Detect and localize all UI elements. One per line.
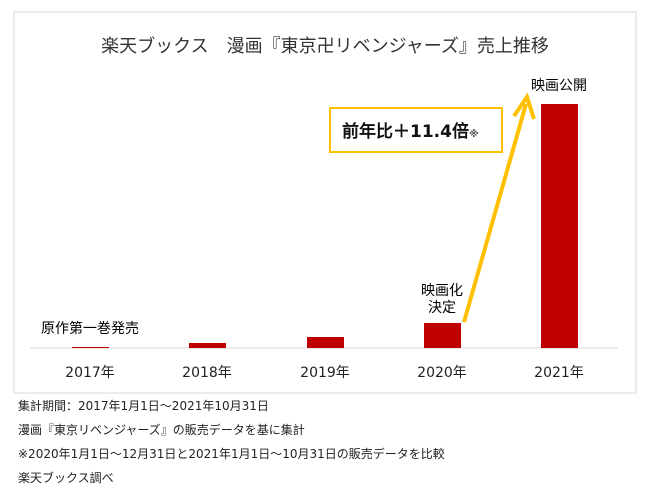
chart-title: 楽天ブックス 漫画『東京卍リベンジャーズ』売上推移	[101, 35, 549, 57]
note-source: 楽天ブックス調べ	[18, 471, 114, 485]
callout-text: 前年比＋11.4倍※	[342, 121, 479, 142]
note-comparison: ※2020年1月1日～12月31日と2021年1月1日～10月31日の販売データ…	[18, 447, 445, 461]
bar-2021年	[541, 104, 578, 348]
x-tick-label: 2019年	[300, 365, 350, 381]
annotation-2017: 原作第一巻発売	[41, 320, 139, 337]
x-tick-label: 2018年	[182, 365, 232, 381]
bar-2020年	[424, 323, 461, 348]
bar-2017年	[72, 347, 109, 348]
annotation-2020-line2: 決定	[428, 300, 456, 316]
chart-frame	[13, 11, 637, 394]
growth-arrow-head	[512, 92, 536, 120]
note-period: 集計期間：2017年1月1日～2021年10月31日	[18, 399, 269, 413]
note-basis: 漫画『東京リベンジャーズ』の販売データを基に集計	[18, 423, 305, 437]
x-tick-label: 2020年	[417, 365, 467, 381]
growth-arrow	[462, 103, 528, 323]
bar-2018年	[189, 343, 226, 348]
annotation-2021: 映画公開	[531, 78, 587, 94]
x-tick-label: 2021年	[534, 365, 584, 381]
x-tick-label: 2017年	[65, 365, 115, 381]
callout-box	[329, 107, 503, 153]
bar-2019年	[307, 337, 344, 348]
sales-chart: 楽天ブックス 漫画『東京卍リベンジャーズ』売上推移 2017年 2018年 2019…	[13, 11, 637, 394]
annotation-2020-line1: 映画化	[421, 283, 463, 299]
